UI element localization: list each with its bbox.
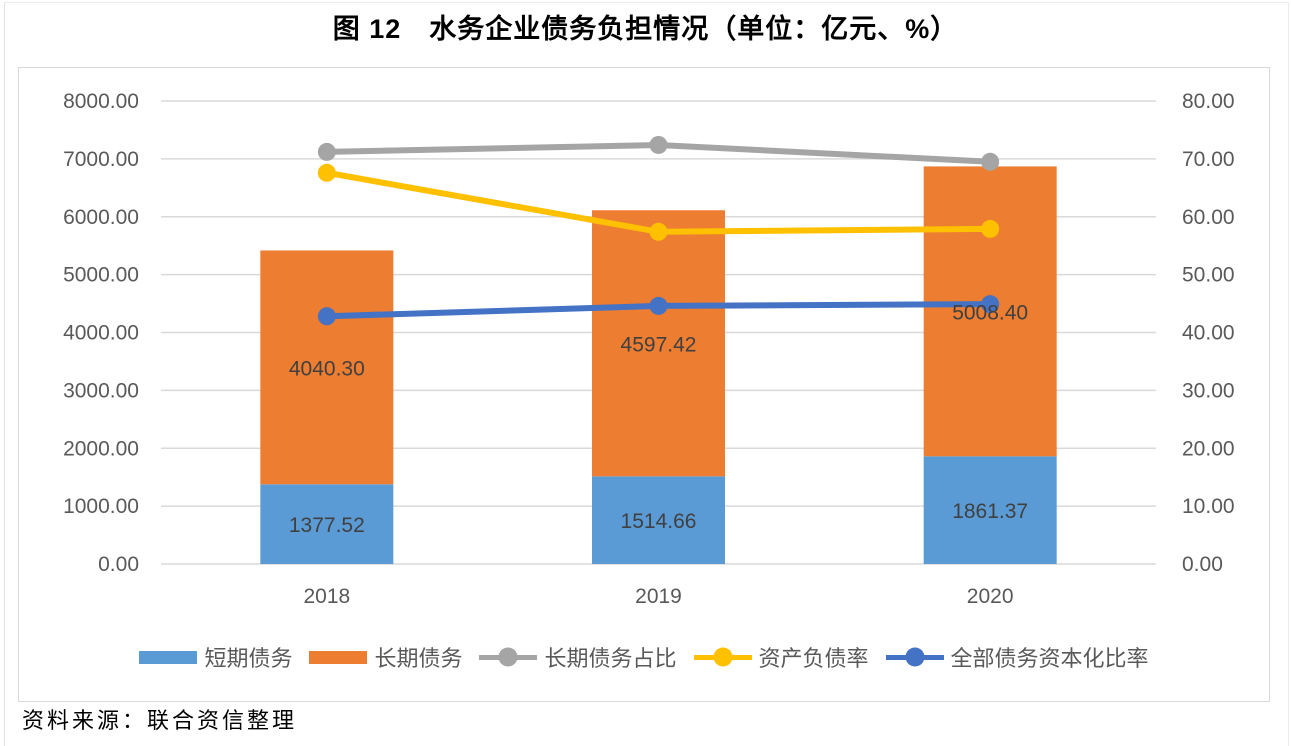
source-note: 资料来源：联合资信整理 <box>22 708 298 733</box>
chart-frame: 0.00 0.00 1000.00 10.00 2000.00 20.00 3000.00 3… <box>18 67 1270 702</box>
legend-line-swatch <box>693 646 752 668</box>
line-marker <box>649 135 668 154</box>
line-marker <box>981 219 1000 238</box>
right-axis-tick-label: 0.00 <box>1182 553 1223 576</box>
bar-data-label: 5008.40 <box>952 301 1028 324</box>
left-axis-tick-label: 5000.00 <box>63 264 139 287</box>
legend-bar-swatch <box>309 650 368 664</box>
bar-segment-long-term <box>260 250 394 485</box>
x-axis-category-label: 2020 <box>967 585 1014 608</box>
right-axis-tick-label: 70.00 <box>1182 148 1235 171</box>
left-axis-tick-label: 7000.00 <box>63 148 139 171</box>
right-axis-tick-label: 50.00 <box>1182 264 1235 287</box>
right-axis-tick-label: 40.00 <box>1182 322 1235 345</box>
line-marker <box>317 307 336 326</box>
bar-data-label: 1514.66 <box>621 510 697 533</box>
right-axis-tick-label: 80.00 <box>1182 90 1235 113</box>
bar-data-label: 1377.52 <box>289 514 365 537</box>
legend-label: 全部债务资本化比率 <box>950 646 1149 671</box>
legend-item: 长期债务占比 <box>479 641 677 673</box>
combo-chart-plot: 0.00 0.00 1000.00 10.00 2000.00 20.00 3000.00 3… <box>63 90 1235 608</box>
right-axis-tick-label: 60.00 <box>1182 206 1235 229</box>
right-axis-tick-label: 30.00 <box>1182 379 1235 402</box>
left-axis-tick-label: 6000.00 <box>63 206 139 229</box>
legend-line-swatch <box>479 646 538 668</box>
line-marker <box>981 295 1000 314</box>
chart-title: 图 12 水务企业债务负担情况（单位：亿元、%） <box>332 14 959 44</box>
line-marker <box>649 296 668 315</box>
bar-segment-short-term <box>923 456 1057 564</box>
legend-label: 短期债务 <box>204 646 293 671</box>
bar-data-label: 4597.42 <box>621 333 697 356</box>
left-axis-tick-label: 8000.00 <box>63 90 139 113</box>
left-axis-tick-label: 2000.00 <box>63 437 139 460</box>
right-axis-tick-label: 10.00 <box>1182 495 1235 518</box>
legend-label: 长期债务 <box>374 646 463 671</box>
legend-item: 长期债务 <box>309 641 462 673</box>
line-marker <box>649 222 668 241</box>
left-axis-tick-label: 3000.00 <box>63 379 139 402</box>
line-marker <box>317 142 336 161</box>
bar-segment-short-term <box>260 484 394 564</box>
legend-bar-swatch <box>139 650 198 664</box>
left-axis-tick-label: 4000.00 <box>63 322 139 345</box>
bar-data-label: 1861.37 <box>952 500 1028 523</box>
bar-segment-short-term <box>592 476 725 564</box>
legend-line-marker <box>905 647 925 667</box>
left-axis-tick-label: 0.00 <box>98 553 139 576</box>
bar-data-label: 4040.30 <box>289 357 365 380</box>
chart-legend: 短期债务 长期债务 长期债务占比 资产负债率 全部债务资本化比率 <box>19 640 1269 674</box>
legend-line-swatch <box>885 646 944 668</box>
bar-segment-long-term <box>592 210 725 477</box>
legend-line-marker <box>498 647 518 667</box>
right-axis-tick-label: 20.00 <box>1182 437 1235 460</box>
x-axis-category-label: 2018 <box>303 585 350 608</box>
legend-line-marker <box>713 647 732 667</box>
left-axis-tick-label: 1000.00 <box>63 495 139 518</box>
legend-item: 全部债务资本化比率 <box>885 641 1149 673</box>
legend-item: 短期债务 <box>139 641 292 673</box>
x-axis-category-label: 2019 <box>635 585 682 608</box>
legend-label: 长期债务占比 <box>544 646 677 671</box>
line-marker <box>317 163 336 182</box>
line-marker <box>981 152 1000 171</box>
legend-label: 资产负债率 <box>758 646 869 671</box>
legend-item: 资产负债率 <box>693 641 869 673</box>
